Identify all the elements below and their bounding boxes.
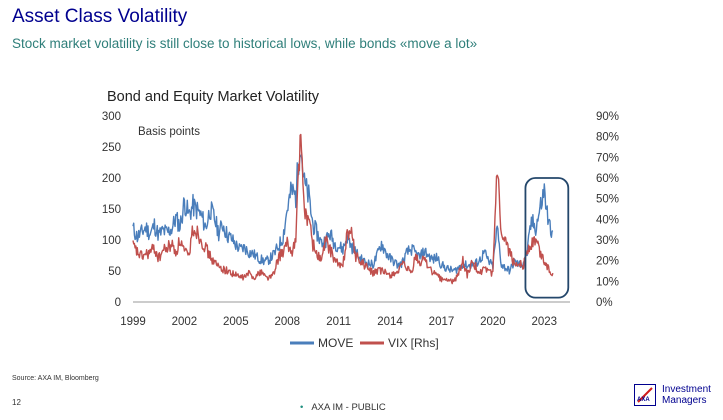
x-tick-label: 2017 [429, 316, 455, 328]
y2-tick-label: 90% [596, 111, 619, 123]
y2-tick-label: 60% [596, 173, 619, 185]
highlight-box [524, 177, 570, 299]
y2-tick-label: 50% [596, 194, 619, 206]
slide-subtitle: Stock market volatility is still close t… [12, 36, 478, 51]
y2-tick-label: 0% [596, 297, 613, 309]
x-tick-label: 2011 [326, 316, 351, 328]
axa-logo-mark: AXA [634, 384, 656, 406]
chart-annotation: Basis points [138, 126, 200, 138]
svg-text:AXA: AXA [637, 397, 650, 403]
vix-series-line [132, 133, 554, 285]
y-tick-label: 100 [102, 235, 121, 247]
y-tick-label: 150 [102, 204, 121, 216]
y-tick-label: 50 [108, 266, 121, 278]
x-tick-label: 2005 [223, 316, 249, 328]
chart-title: Bond and Equity Market Volatility [107, 89, 320, 105]
y-tick-label: 0 [115, 297, 121, 309]
x-tick-label: 1999 [120, 316, 146, 328]
y2-tick-label: 70% [596, 152, 619, 164]
y2-tick-label: 20% [596, 256, 619, 268]
y-tick-label: 300 [102, 111, 121, 123]
x-tick-label: 2008 [274, 316, 300, 328]
slide-title: Asset Class Volatility [12, 6, 188, 27]
y-tick-label: 250 [102, 142, 121, 154]
footer-label: • AXA IM - PUBLIC [300, 402, 386, 413]
legend-label-move: MOVE [318, 336, 353, 350]
logo-text: Investment Managers [662, 384, 711, 406]
y2-tick-label: 10% [596, 276, 619, 288]
y2-tick-label: 40% [596, 214, 619, 226]
x-tick-label: 2002 [172, 316, 198, 328]
x-tick-label: 2020 [480, 316, 506, 328]
footer-bullet: • [300, 402, 304, 413]
page-number: 12 [12, 398, 21, 407]
move-series-line [132, 153, 554, 275]
y-tick-label: 200 [102, 173, 121, 185]
source-note: Source: AXA IM, Bloomberg [12, 375, 99, 382]
y2-tick-label: 30% [596, 235, 619, 247]
y2-tick-label: 80% [596, 132, 619, 144]
x-tick-label: 2014 [377, 316, 403, 328]
x-tick-label: 2023 [531, 316, 557, 328]
legend-label-vix: VIX [Rhs] [388, 336, 439, 350]
footer-text: AXA IM - PUBLIC [311, 402, 386, 413]
axa-logo: AXA Investment Managers [634, 384, 714, 414]
